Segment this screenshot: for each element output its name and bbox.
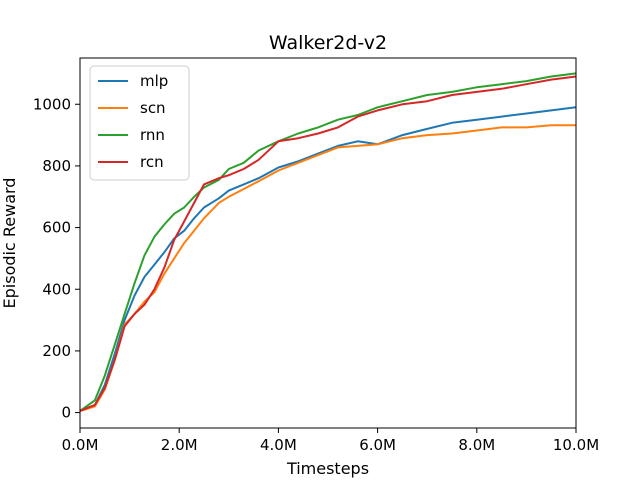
x-tick-label: 0.0M (62, 436, 99, 454)
legend-label-rnn: rnn (140, 126, 165, 144)
legend-label-rcn: rcn (140, 153, 164, 171)
chart-title: Walker2d-v2 (269, 32, 387, 54)
y-tick-label: 200 (42, 342, 71, 360)
series-line-rcn (80, 75, 576, 412)
x-tick-label: 4.0M (260, 436, 297, 454)
x-tick-label: 6.0M (359, 436, 396, 454)
legend-label-scn: scn (140, 99, 166, 117)
y-tick-label: 0 (61, 404, 71, 422)
x-axis-label: Timesteps (286, 459, 369, 478)
legend: mlp scn rnn rcn (89, 65, 190, 181)
series-lines (80, 72, 576, 412)
y-tick-label: 1000 (33, 95, 71, 113)
y-tick-label: 800 (42, 157, 71, 175)
x-tick-label: 2.0M (161, 436, 198, 454)
x-tick-label: 8.0M (458, 436, 495, 454)
legend-box (89, 65, 190, 181)
plot-area: 0.0M 2.0M 4.0M 6.0M 8.0M 10.0M 0 200 400 600 800 10… (33, 57, 599, 454)
series-line-mlp (80, 106, 576, 412)
legend-label-mlp: mlp (140, 72, 168, 90)
y-axis-label: Episodic Reward (0, 178, 19, 309)
series-line-rnn (80, 72, 576, 412)
x-tick-label: 10.0M (553, 436, 599, 454)
plot-frame (79, 57, 577, 429)
y-tick-label: 400 (42, 280, 71, 298)
y-tick-label: 600 (42, 219, 71, 237)
